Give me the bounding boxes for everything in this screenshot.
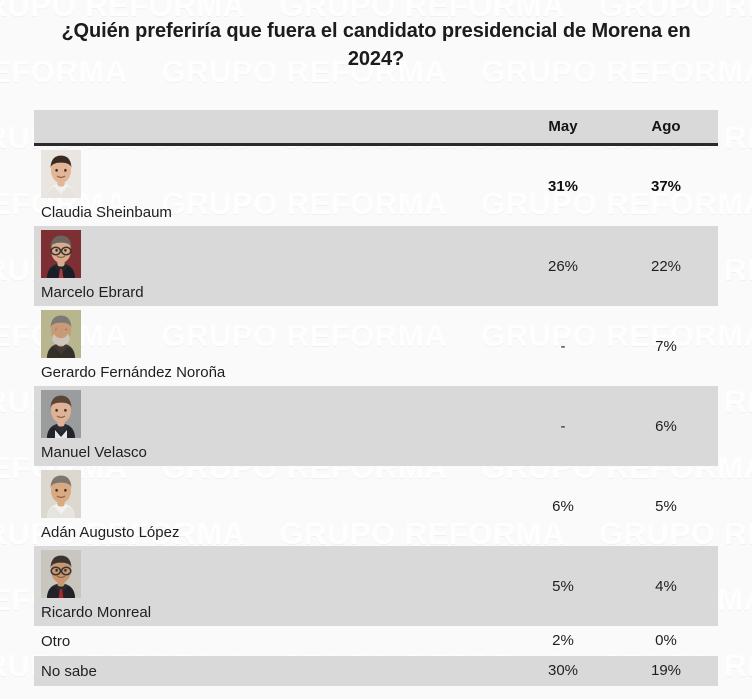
photo-marcelo-ebrard [41, 230, 81, 278]
photo-adan-augusto-lopez [41, 470, 81, 518]
table-row: Gerardo Fernández Noroña - 7% [34, 306, 718, 386]
value-ago: 22% [650, 258, 682, 275]
value-ago: 37% [650, 178, 682, 195]
candidate-name: Gerardo Fernández Noroña [41, 364, 226, 381]
photo-ricardo-monreal [41, 550, 81, 598]
value-ago: 19% [650, 662, 682, 679]
candidate-name: Claudia Sheinbaum [41, 204, 172, 221]
poll-results-table: May Ago Claudia Sheinbaum 31% 37% Marcelo E… [34, 110, 718, 686]
table-row: Ricardo Monreal 5% 4% [34, 546, 718, 626]
value-may: - [560, 338, 566, 355]
table-row: Manuel Velasco - 6% [34, 386, 718, 466]
candidate-name: No sabe [41, 663, 97, 680]
value-may: - [560, 418, 566, 435]
value-ago: 4% [655, 578, 677, 595]
value-may: 26% [547, 258, 579, 275]
candidate-name: Marcelo Ebrard [41, 284, 144, 301]
table-row: Claudia Sheinbaum 31% 37% [34, 146, 718, 226]
photo-claudia-sheinbaum [41, 150, 81, 198]
value-ago: 5% [655, 498, 677, 515]
candidate-name: Ricardo Monreal [41, 604, 152, 621]
candidate-name: Otro [41, 633, 71, 650]
value-ago: 6% [655, 418, 677, 435]
table-header-row: May Ago [34, 110, 718, 146]
value-may: 31% [547, 178, 579, 195]
value-may: 30% [547, 662, 579, 679]
value-may: 2% [552, 632, 574, 649]
column-header-ago: Ago [651, 118, 681, 135]
value-ago: 7% [655, 338, 677, 355]
table-row: Marcelo Ebrard 26% 22% [34, 226, 718, 306]
table-row: No sabe 30% 19% [34, 656, 718, 686]
candidate-name: Adán Augusto López [41, 524, 180, 541]
column-header-may: May [548, 118, 578, 135]
candidate-name: Manuel Velasco [41, 444, 147, 461]
photo-gerardo-fernandez-norona [41, 310, 81, 358]
value-may: 5% [552, 578, 574, 595]
page-title: ¿Quién preferiría que fuera el candidato… [61, 20, 691, 70]
photo-manuel-velasco [41, 390, 81, 438]
table-row: Adán Augusto López 6% 5% [34, 466, 718, 546]
value-ago: 0% [655, 632, 677, 649]
table-row: Otro 2% 0% [34, 626, 718, 656]
value-may: 6% [552, 498, 574, 515]
table-body: Claudia Sheinbaum 31% 37% Marcelo Ebrard 26%… [34, 146, 718, 686]
